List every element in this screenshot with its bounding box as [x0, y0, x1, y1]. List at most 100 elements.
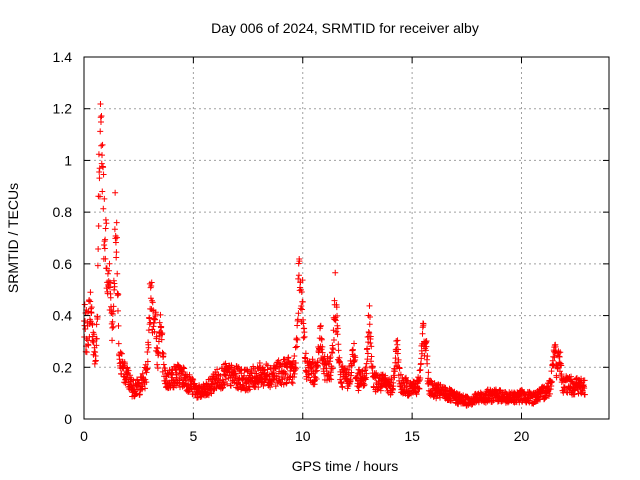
data-point	[208, 390, 215, 397]
data-point	[335, 341, 342, 348]
data-point	[147, 319, 154, 326]
data-point	[328, 376, 335, 383]
data-point	[275, 357, 282, 364]
data-point	[99, 188, 106, 195]
data-point	[403, 378, 410, 385]
data-point	[82, 326, 89, 333]
data-point	[300, 320, 307, 327]
data-point	[99, 141, 106, 148]
data-point	[96, 193, 103, 200]
data-point	[115, 322, 122, 329]
y-axis-label: SRMTID / TECUs	[5, 183, 21, 293]
data-point	[219, 376, 226, 383]
data-point	[368, 353, 375, 360]
data-point	[88, 304, 95, 311]
data-point	[390, 383, 397, 390]
data-point	[124, 371, 131, 378]
data-point	[396, 365, 403, 372]
data-point	[111, 226, 118, 233]
y-tick-label: 1	[64, 152, 72, 168]
data-point	[176, 376, 183, 383]
data-point	[159, 330, 166, 337]
data-point	[308, 362, 315, 369]
data-point	[351, 340, 358, 347]
data-point	[333, 328, 340, 335]
data-point	[332, 269, 339, 276]
data-point	[327, 354, 334, 361]
data-point	[329, 345, 336, 352]
data-point	[291, 370, 298, 377]
data-point	[418, 355, 425, 362]
data-point	[125, 367, 132, 374]
data-point	[127, 372, 134, 379]
data-point	[417, 366, 424, 373]
data-point	[260, 382, 267, 389]
data-point	[338, 379, 345, 386]
x-tick-label: 20	[514, 428, 530, 444]
data-point	[99, 152, 106, 159]
data-point	[150, 323, 157, 330]
data-point	[97, 100, 104, 107]
data-point	[558, 362, 565, 369]
data-point	[180, 364, 187, 371]
data-point	[302, 350, 309, 357]
data-point	[395, 346, 402, 353]
data-point	[102, 236, 109, 243]
data-point	[427, 377, 434, 384]
data-point	[288, 379, 295, 386]
data-point	[416, 367, 423, 374]
data-point	[219, 385, 226, 392]
data-point	[173, 371, 180, 378]
data-point	[447, 397, 454, 404]
data-point	[117, 349, 124, 356]
data-point	[173, 374, 180, 381]
data-point	[291, 373, 298, 380]
data-point	[300, 334, 307, 341]
data-point	[109, 324, 116, 331]
data-point	[224, 380, 231, 387]
data-point	[101, 245, 108, 252]
data-point	[330, 346, 337, 353]
data-point	[377, 387, 384, 394]
data-point	[299, 306, 306, 313]
data-point	[111, 283, 118, 290]
data-point	[97, 118, 104, 125]
data-point	[330, 336, 337, 343]
data-point	[107, 279, 114, 286]
data-point	[423, 338, 430, 345]
data-point	[118, 350, 125, 357]
data-point	[419, 330, 426, 337]
data-point	[365, 312, 372, 319]
data-point	[248, 370, 255, 377]
data-point	[422, 347, 429, 354]
data-point	[101, 238, 108, 245]
data-point	[213, 385, 220, 392]
x-tick-label: 15	[404, 428, 420, 444]
data-point	[95, 246, 102, 253]
data-point	[157, 311, 164, 318]
data-point	[109, 318, 116, 325]
data-point	[161, 365, 168, 372]
data-point	[547, 386, 554, 393]
data-point	[110, 308, 117, 315]
y-tick-label: 0	[64, 411, 72, 427]
data-point	[361, 375, 368, 382]
data-point	[329, 365, 336, 372]
data-point	[581, 391, 588, 398]
data-point	[112, 239, 119, 246]
x-tick-label: 0	[80, 428, 88, 444]
data-point	[111, 286, 118, 293]
data-point	[107, 294, 114, 301]
data-point	[92, 358, 99, 365]
data-point	[241, 372, 248, 379]
data-point	[145, 327, 152, 334]
data-point	[85, 342, 92, 349]
data-point	[93, 335, 100, 342]
data-point	[181, 365, 188, 372]
data-point	[415, 378, 422, 385]
data-point	[295, 272, 302, 279]
data-point	[268, 381, 275, 388]
data-point	[92, 349, 99, 356]
data-point	[416, 385, 423, 392]
